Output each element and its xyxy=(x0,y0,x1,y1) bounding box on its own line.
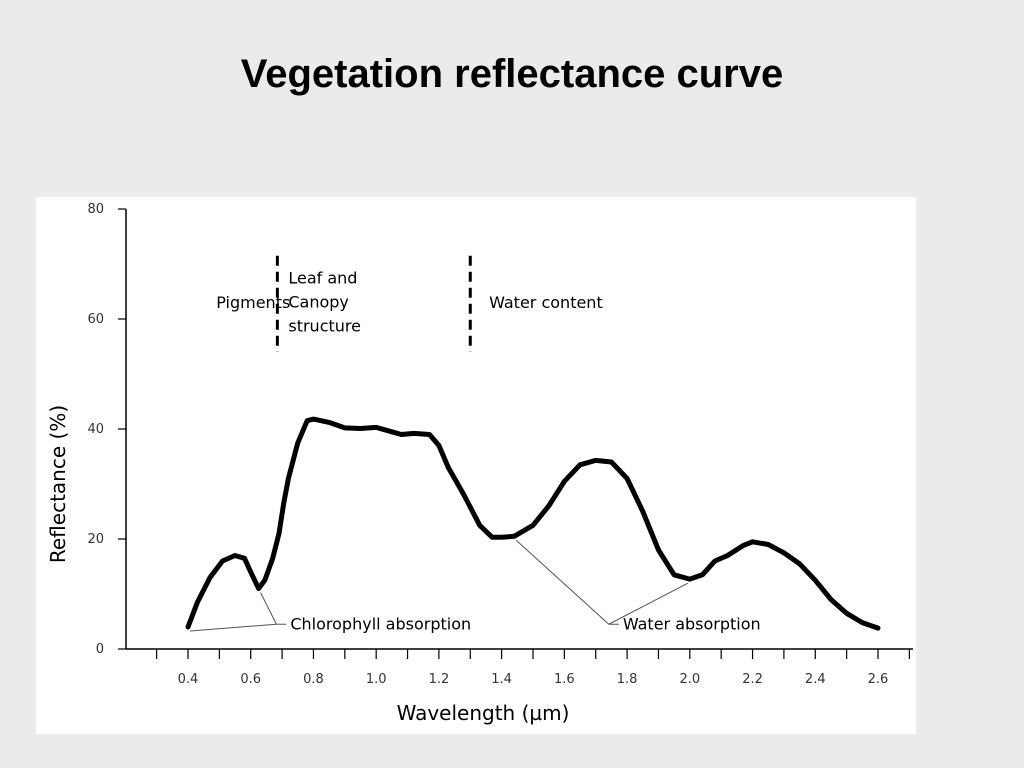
x-tick-label: 1.0 xyxy=(366,672,387,687)
x-tick-label: 2.0 xyxy=(679,672,700,687)
x-tick-label: 1.2 xyxy=(429,672,450,687)
region-label: Water content xyxy=(489,293,603,312)
x-tick-label: 1.4 xyxy=(491,672,512,687)
region-labels: Pigments Leaf and Canopy structure Water con… xyxy=(216,268,603,335)
y-tick-label: 40 xyxy=(87,422,104,437)
y-tick-label: 0 xyxy=(96,642,104,657)
region-label: Pigments xyxy=(216,293,290,312)
x-tick-label: 0.4 xyxy=(178,672,199,687)
slide-title: Vegetation reflectance curve xyxy=(240,52,784,96)
y-axis-title: Reflectance (%) xyxy=(46,405,70,563)
region-label: Leaf and xyxy=(288,268,357,287)
x-tick-label: 1.8 xyxy=(617,672,638,687)
x-tick-label: 2.6 xyxy=(868,672,889,687)
x-axis-title: Wavelength (µm) xyxy=(397,701,570,725)
x-tick-label: 2.2 xyxy=(742,672,763,687)
y-tick-label: 80 xyxy=(87,202,104,217)
leader-line xyxy=(515,539,610,625)
leader-line xyxy=(189,623,277,632)
annotation-label: Chlorophyll absorption xyxy=(290,614,471,633)
region-label: Canopy xyxy=(288,292,349,311)
annotation-label: Water absorption xyxy=(623,614,761,633)
curve-layer xyxy=(185,416,881,631)
y-tick-label: 20 xyxy=(87,532,104,547)
annotations: Chlorophyll absorption Water absorption xyxy=(189,539,761,633)
x-tick-label: 0.6 xyxy=(240,672,261,687)
reflectance-curve xyxy=(185,416,881,631)
leader-line xyxy=(260,592,277,625)
x-tick-label: 0.8 xyxy=(303,672,324,687)
x-tick-label: 1.6 xyxy=(554,672,575,687)
leader-line xyxy=(608,582,689,625)
x-tick-label: 2.4 xyxy=(805,672,826,687)
region-label: structure xyxy=(288,316,361,335)
chart-panel: 0 20 40 60 80 0.4 0.6 0.8 1.0 1.2 1.4 1.6 1.8 2.0 2.2 2… xyxy=(36,197,916,734)
chart-axes: 0 20 40 60 80 0.4 0.6 0.8 1.0 1.2 1.4 1.6 1.8 2.0 2.2 2… xyxy=(87,202,913,687)
reflectance-chart: 0 20 40 60 80 0.4 0.6 0.8 1.0 1.2 1.4 1.6 1.8 2.0 2.2 2… xyxy=(46,202,913,725)
region-dividers xyxy=(275,255,472,352)
y-tick-label: 60 xyxy=(87,312,104,327)
